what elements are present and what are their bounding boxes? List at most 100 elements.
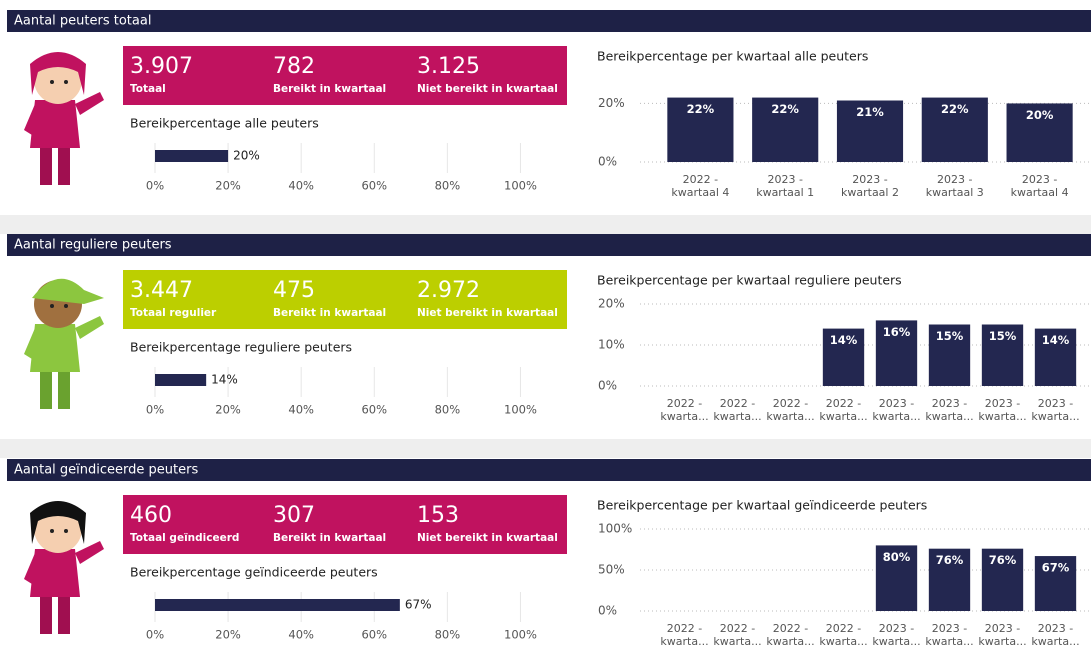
x-tick-label: 20% — [215, 628, 241, 642]
character — [24, 501, 104, 634]
y-tick-label: 20% — [598, 297, 625, 311]
y-tick-label: 0% — [598, 155, 617, 169]
kpi-value: 475 — [273, 278, 315, 303]
x-tick-label: 100% — [504, 628, 537, 642]
bar — [921, 97, 988, 162]
x-tick-label: 2023 - kwarta... — [925, 397, 974, 423]
chart-title: Bereikpercentage per kwartaal geïndiceer… — [597, 498, 927, 513]
chart-title: Bereikpercentage alle peuters — [130, 116, 319, 131]
section-title: Aantal peuters totaal — [14, 14, 151, 29]
kpi-label: Totaal geïndiceerd — [130, 532, 239, 544]
data-label: 76% — [989, 553, 1017, 567]
bar — [822, 328, 865, 386]
data-label: 80% — [883, 550, 911, 564]
kpi-label: Totaal — [130, 83, 166, 95]
body — [30, 549, 80, 597]
bar — [1034, 556, 1077, 611]
chart-title: Bereikpercentage per kwartaal reguliere … — [597, 273, 902, 288]
kpi-box — [123, 46, 567, 105]
y-tick-label: 20% — [598, 96, 625, 110]
x-tick-label: 2023 - kwarta... — [978, 622, 1027, 648]
chart-title: Bereikpercentage reguliere peuters — [130, 340, 352, 355]
arm — [75, 92, 104, 115]
x-tick-label: 60% — [361, 403, 387, 417]
body — [30, 100, 80, 148]
data-label: 67% — [1042, 561, 1070, 575]
bar — [155, 599, 400, 611]
x-tick-label: 40% — [288, 179, 314, 193]
leg — [40, 589, 52, 634]
character — [24, 52, 104, 185]
x-tick-label: 2022 - kwartaal 4 — [671, 173, 730, 199]
leg — [58, 364, 70, 409]
bar — [155, 374, 207, 386]
data-label: 22% — [941, 102, 969, 116]
kpi-box — [123, 495, 567, 554]
x-tick-label: 2023 - kwarta... — [925, 622, 974, 648]
kpi-value: 460 — [130, 503, 172, 528]
kpi-label: Niet bereikt in kwartaal — [417, 532, 558, 544]
kpi-box — [123, 270, 567, 329]
kpi-value: 307 — [273, 503, 315, 528]
arm — [24, 104, 40, 135]
kpi-label: Bereikt in kwartaal — [273, 83, 386, 95]
x-tick-label: 0% — [146, 179, 164, 193]
data-label: 15% — [989, 329, 1017, 343]
bar — [875, 320, 918, 386]
leg — [58, 589, 70, 634]
x-tick-label: 2023 - kwarta... — [978, 397, 1027, 423]
data-label: 21% — [856, 105, 884, 119]
data-label: 22% — [771, 102, 799, 116]
kpi-value: 3.125 — [417, 54, 480, 79]
leg — [58, 140, 70, 185]
x-tick-label: 2023 - kwartaal 2 — [841, 173, 899, 199]
bar — [981, 324, 1024, 386]
data-label: 15% — [936, 329, 964, 343]
data-label: 14% — [211, 373, 238, 387]
eye — [50, 529, 54, 533]
x-tick-label: 2022 - kwarta... — [819, 622, 868, 648]
x-tick-label: 40% — [288, 403, 314, 417]
bar — [928, 324, 971, 386]
x-tick-label: 60% — [361, 179, 387, 193]
x-tick-label: 2022 - kwarta... — [766, 622, 815, 648]
x-tick-label: 100% — [504, 179, 537, 193]
x-tick-label: 0% — [146, 403, 164, 417]
kpi-value: 2.972 — [417, 278, 480, 303]
data-label: 22% — [687, 102, 715, 116]
x-tick-label: 2023 - kwarta... — [1031, 622, 1080, 648]
kpi-value: 3.907 — [130, 54, 193, 79]
x-tick-label: 2022 - kwarta... — [713, 397, 762, 423]
bar — [1034, 328, 1077, 386]
body — [30, 324, 80, 372]
x-tick-label: 2023 - kwarta... — [872, 397, 921, 423]
bar — [667, 97, 734, 162]
x-tick-label: 2023 - kwarta... — [872, 622, 921, 648]
x-tick-label: 100% — [504, 403, 537, 417]
eye — [64, 529, 68, 533]
cap — [32, 278, 104, 304]
x-tick-label: 2022 - kwarta... — [660, 397, 709, 423]
kpi-label: Bereikt in kwartaal — [273, 532, 386, 544]
bar — [1006, 103, 1073, 162]
x-tick-label: 20% — [215, 403, 241, 417]
x-tick-label: 2022 - kwarta... — [660, 622, 709, 648]
leg — [40, 140, 52, 185]
arm — [24, 553, 40, 584]
x-tick-label: 60% — [361, 628, 387, 642]
arm — [75, 541, 104, 564]
data-label: 20% — [1026, 108, 1054, 122]
separator — [0, 215, 1091, 234]
x-tick-label: 2023 - kwartaal 4 — [1010, 173, 1069, 199]
section-header — [7, 459, 1091, 481]
kpi-label: Totaal regulier — [130, 307, 217, 319]
x-tick-label: 80% — [435, 179, 461, 193]
eye — [50, 304, 54, 308]
x-tick-label: 0% — [146, 628, 164, 642]
data-label: 20% — [233, 149, 260, 163]
y-tick-label: 10% — [598, 338, 625, 352]
arm — [75, 316, 104, 339]
x-tick-label: 2022 - kwarta... — [819, 397, 868, 423]
